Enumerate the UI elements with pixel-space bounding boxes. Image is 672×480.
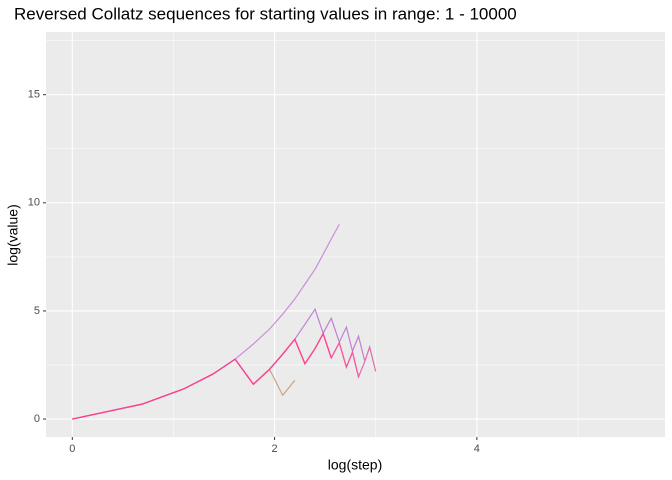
y-tick-label: 0 — [34, 413, 40, 425]
x-tick-label: 4 — [474, 443, 480, 455]
y-tick-label: 15 — [28, 89, 40, 101]
x-tick-label: 2 — [272, 443, 278, 455]
chart-title: Reversed Collatz sequences for starting … — [14, 4, 517, 23]
y-tick-label: 5 — [34, 305, 40, 317]
y-tick-label: 10 — [28, 197, 40, 209]
x-tick-label: 0 — [69, 443, 75, 455]
y-axis-label: log(value) — [5, 204, 21, 265]
panel — [46, 32, 665, 437]
sequence-line — [72, 332, 332, 420]
x-axis-label: log(step) — [328, 457, 382, 473]
